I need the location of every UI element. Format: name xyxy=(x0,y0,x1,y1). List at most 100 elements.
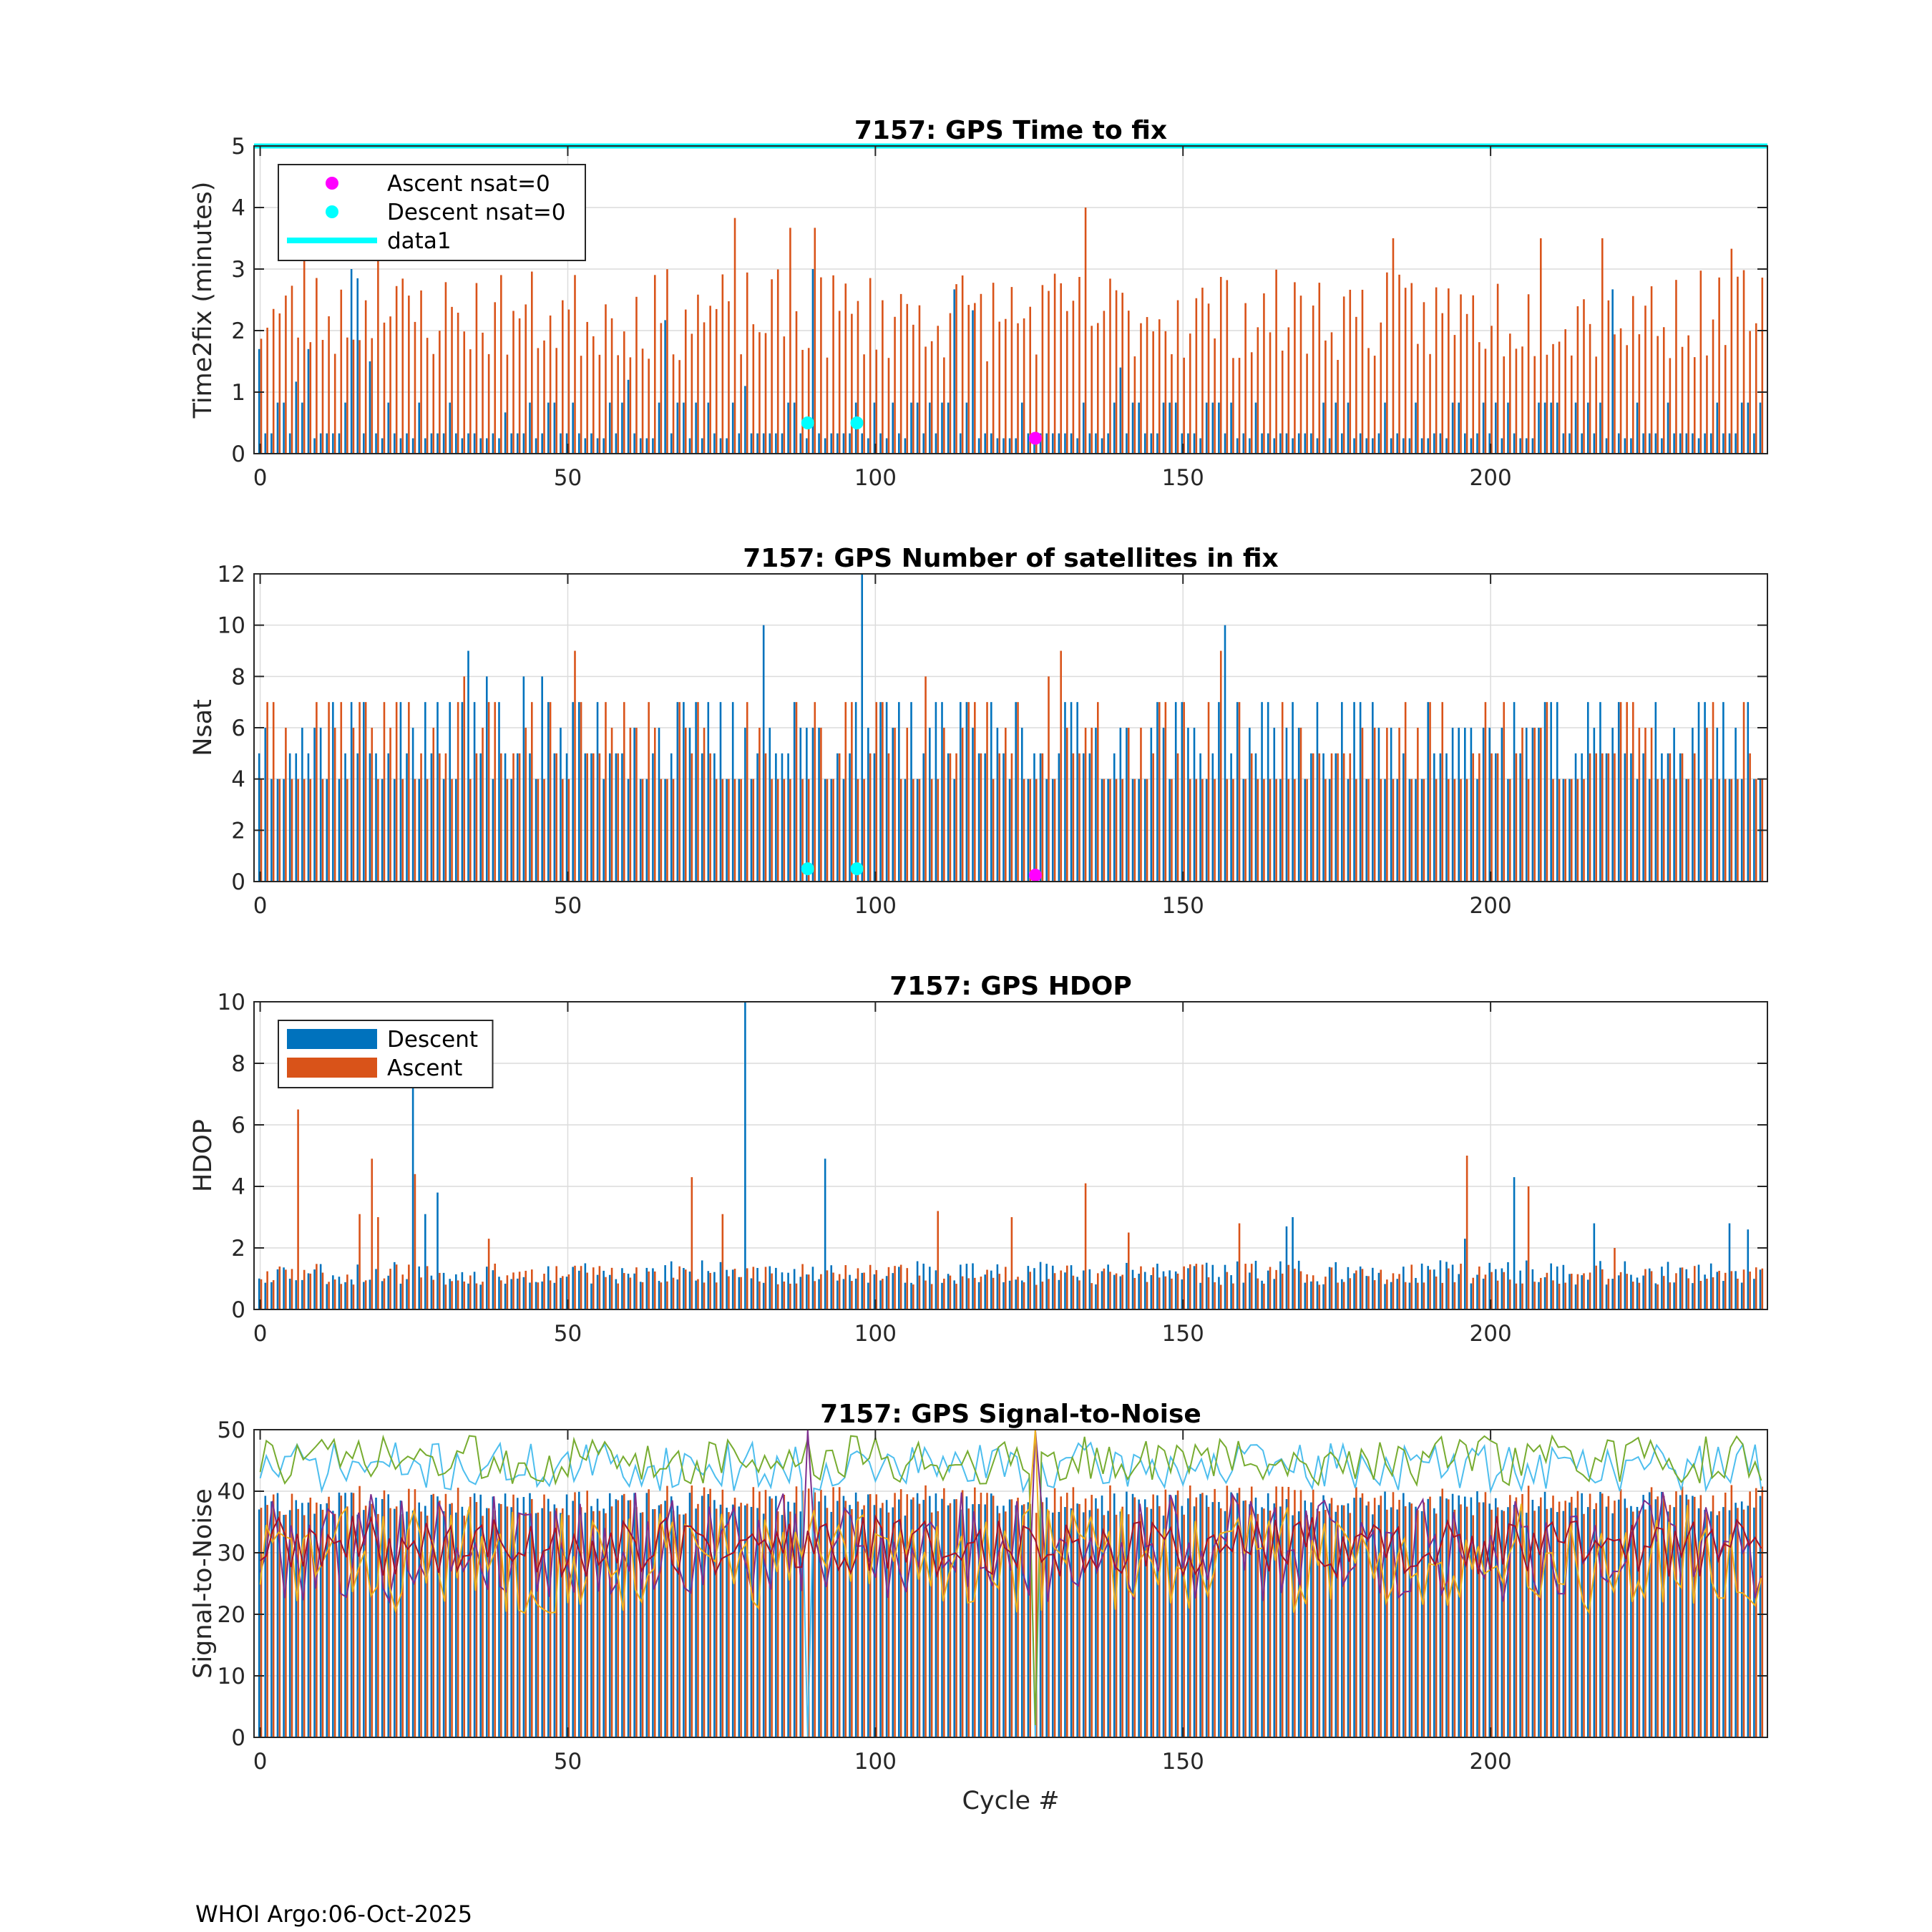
bar-ascent xyxy=(1299,1490,1302,1737)
bar-ascent xyxy=(678,1266,680,1309)
bar-descent xyxy=(1273,1279,1276,1309)
bar-ascent xyxy=(598,1266,601,1309)
bar-ascent xyxy=(653,728,656,882)
bar-descent xyxy=(1199,1282,1201,1309)
bar-ascent xyxy=(1491,1272,1493,1309)
bar-descent xyxy=(1126,1262,1128,1309)
bar-descent xyxy=(504,1493,507,1737)
bar-descent xyxy=(701,438,703,454)
y-tick-label: 20 xyxy=(218,1602,245,1628)
bar-ascent xyxy=(1392,1492,1395,1737)
bar-descent xyxy=(553,753,556,882)
bar-descent xyxy=(1599,402,1601,454)
bar-ascent xyxy=(740,1277,742,1309)
bar-ascent xyxy=(1195,298,1198,454)
bar-descent xyxy=(960,1264,962,1309)
bar-ascent xyxy=(1176,1490,1179,1737)
bar-ascent xyxy=(1294,1490,1296,1737)
bar-descent xyxy=(436,1192,439,1309)
bar-ascent xyxy=(1631,702,1634,882)
bar-ascent xyxy=(1392,779,1395,882)
bar-descent xyxy=(972,1263,974,1309)
bar-descent xyxy=(1082,1512,1085,1737)
bar-ascent xyxy=(1589,323,1591,454)
bar-descent xyxy=(658,402,660,454)
bar-descent xyxy=(1427,702,1430,882)
bar-ascent xyxy=(562,779,564,882)
bar-ascent xyxy=(807,1274,810,1309)
bar-descent xyxy=(1064,1507,1066,1737)
bar-descent xyxy=(1261,433,1263,454)
bar-ascent xyxy=(1478,753,1480,882)
bar-ascent xyxy=(758,1281,761,1309)
bar-descent xyxy=(1236,1261,1239,1309)
bar-descent xyxy=(1722,1507,1724,1737)
bar-ascent xyxy=(1675,1491,1677,1737)
bar-ascent xyxy=(321,1509,324,1737)
bar-descent xyxy=(596,1274,599,1309)
bar-descent xyxy=(1482,1278,1485,1309)
bar-descent xyxy=(553,1504,556,1737)
bar-descent xyxy=(769,1266,771,1309)
bar-descent xyxy=(1254,753,1257,882)
bar-descent xyxy=(1636,1506,1639,1737)
bar-ascent xyxy=(1417,728,1419,882)
bar-descent xyxy=(1143,779,1146,882)
bar-ascent xyxy=(1133,356,1136,454)
bar-ascent xyxy=(653,275,656,454)
bar-ascent xyxy=(771,1498,773,1737)
bar-ascent xyxy=(426,1266,429,1309)
bar-descent xyxy=(455,433,457,454)
bar-ascent xyxy=(764,753,767,882)
bar-descent xyxy=(584,438,587,454)
bar-descent xyxy=(1728,1223,1731,1309)
bar-ascent xyxy=(457,1280,459,1309)
bar-ascent xyxy=(1435,779,1438,882)
bar-descent xyxy=(664,779,666,882)
bar-ascent xyxy=(463,1516,466,1737)
bar-descent xyxy=(319,1504,322,1737)
bar-ascent xyxy=(1287,779,1290,882)
bar-ascent xyxy=(752,779,755,882)
bar-ascent xyxy=(752,324,755,454)
bar-ascent xyxy=(899,1264,902,1309)
bar-ascent xyxy=(543,779,545,882)
bar-descent xyxy=(1420,1511,1423,1737)
bar-ascent xyxy=(1595,1265,1597,1309)
bar-ascent xyxy=(832,779,834,882)
bar-descent xyxy=(1402,753,1405,882)
bar-descent xyxy=(1218,702,1220,882)
bar-descent xyxy=(264,1282,267,1309)
x-tick-label: 150 xyxy=(1162,893,1204,919)
bar-ascent xyxy=(482,1516,484,1737)
bar-ascent xyxy=(1257,327,1259,454)
x-tick-label: 0 xyxy=(253,465,268,491)
bar-ascent xyxy=(309,1497,312,1737)
bar-descent xyxy=(1494,1269,1497,1309)
bar-ascent xyxy=(567,779,570,882)
bar-ascent xyxy=(463,331,466,454)
bar-descent xyxy=(295,381,298,454)
bar-descent xyxy=(639,1282,642,1309)
bar-descent xyxy=(1753,1507,1755,1737)
bar-descent xyxy=(1335,1262,1337,1309)
bar-ascent xyxy=(1496,283,1499,454)
bar-ascent xyxy=(487,1508,490,1737)
bar-descent xyxy=(1642,1495,1644,1737)
bar-descent xyxy=(535,779,537,882)
bar-ascent xyxy=(1091,1495,1093,1737)
bar-ascent xyxy=(1380,1269,1382,1309)
bar-descent xyxy=(1359,1498,1362,1737)
bar-ascent xyxy=(807,1488,810,1737)
bar-ascent xyxy=(1601,1269,1604,1309)
bar-descent xyxy=(1482,402,1485,454)
bar-ascent xyxy=(1244,1500,1246,1737)
bar-ascent xyxy=(1306,779,1308,882)
bar-ascent xyxy=(1681,346,1684,454)
bar-ascent xyxy=(358,1485,361,1737)
bar-descent xyxy=(1636,779,1639,882)
bar-descent xyxy=(676,1506,679,1737)
bar-descent xyxy=(1716,402,1719,454)
bar-ascent xyxy=(285,1514,287,1737)
bar-descent xyxy=(1728,433,1731,454)
